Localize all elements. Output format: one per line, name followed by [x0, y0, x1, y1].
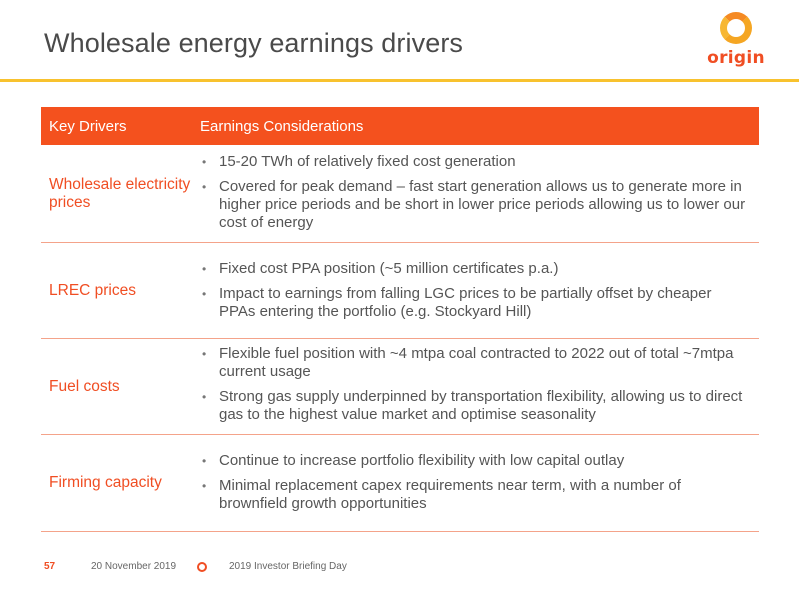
bullet-icon: •	[202, 262, 207, 276]
list-item: • Strong gas supply underpinned by trans…	[200, 388, 749, 424]
consideration-text: Flexible fuel position with ~4 mtpa coal…	[219, 345, 734, 380]
driver-label: LREC prices	[49, 281, 136, 299]
bullet-icon: •	[202, 454, 207, 468]
list-item: • Impact to earnings from falling LGC pr…	[200, 285, 749, 321]
driver-label: Wholesale electricity prices	[49, 175, 191, 211]
list-item: • Fixed cost PPA position (~5 million ce…	[200, 260, 749, 278]
considerations-cell: • Flexible fuel position with ~4 mtpa co…	[198, 339, 759, 434]
table-header: Key Drivers Earnings Considerations	[41, 107, 759, 145]
bullet-icon: •	[202, 347, 207, 361]
considerations-cell: • Continue to increase portfolio flexibi…	[198, 435, 759, 531]
origin-logo: origin	[706, 10, 766, 74]
drivers-table: Key Drivers Earnings Considerations Whol…	[41, 107, 759, 532]
consideration-text: Impact to earnings from falling LGC pric…	[219, 285, 712, 320]
consideration-text: Strong gas supply underpinned by transpo…	[219, 388, 743, 423]
consideration-text: Fixed cost PPA position (~5 million cert…	[219, 260, 559, 277]
list-item: • Minimal replacement capex requirements…	[200, 477, 749, 513]
consideration-text: Covered for peak demand – fast start gen…	[219, 178, 746, 231]
bullet-icon: •	[202, 180, 207, 194]
bullet-icon: •	[202, 390, 207, 404]
driver-label: Fuel costs	[49, 377, 120, 395]
page-title: Wholesale energy earnings drivers	[44, 28, 464, 58]
consideration-text: Minimal replacement capex requirements n…	[219, 477, 681, 512]
header-key-drivers: Key Drivers	[49, 117, 127, 135]
header-earnings-considerations: Earnings Considerations	[200, 117, 364, 135]
footer-date: 20 November 2019	[91, 561, 177, 572]
list-item: • Covered for peak demand – fast start g…	[200, 178, 749, 232]
logo-wordmark: origin	[707, 48, 765, 68]
origin-ring-icon	[197, 562, 207, 572]
footer: 57 20 November 2019 2019 Investor Briefi…	[0, 561, 799, 577]
page-number: 57	[44, 561, 56, 572]
table-row: Firming capacity • Continue to increase …	[41, 435, 759, 532]
list-item: • 15-20 TWh of relatively fixed cost gen…	[200, 153, 749, 171]
consideration-text: Continue to increase portfolio flexibili…	[219, 452, 625, 469]
bullet-icon: •	[202, 479, 207, 493]
considerations-cell: • Fixed cost PPA position (~5 million ce…	[198, 243, 759, 338]
table-row: Wholesale electricity prices • 15-20 TWh…	[41, 145, 759, 243]
list-item: • Flexible fuel position with ~4 mtpa co…	[200, 345, 749, 381]
bullet-icon: •	[202, 155, 207, 169]
list-item: • Continue to increase portfolio flexibi…	[200, 452, 749, 470]
considerations-cell: • 15-20 TWh of relatively fixed cost gen…	[198, 145, 759, 242]
origin-ring-icon	[720, 12, 752, 44]
table-row: Fuel costs • Flexible fuel position with…	[41, 339, 759, 435]
bullet-icon: •	[202, 287, 207, 301]
table-row: LREC prices • Fixed cost PPA position (~…	[41, 243, 759, 339]
title-divider	[0, 79, 799, 82]
consideration-text: 15-20 TWh of relatively fixed cost gener…	[219, 153, 516, 170]
driver-label: Firming capacity	[49, 474, 162, 491]
footer-event: 2019 Investor Briefing Day	[229, 561, 347, 572]
